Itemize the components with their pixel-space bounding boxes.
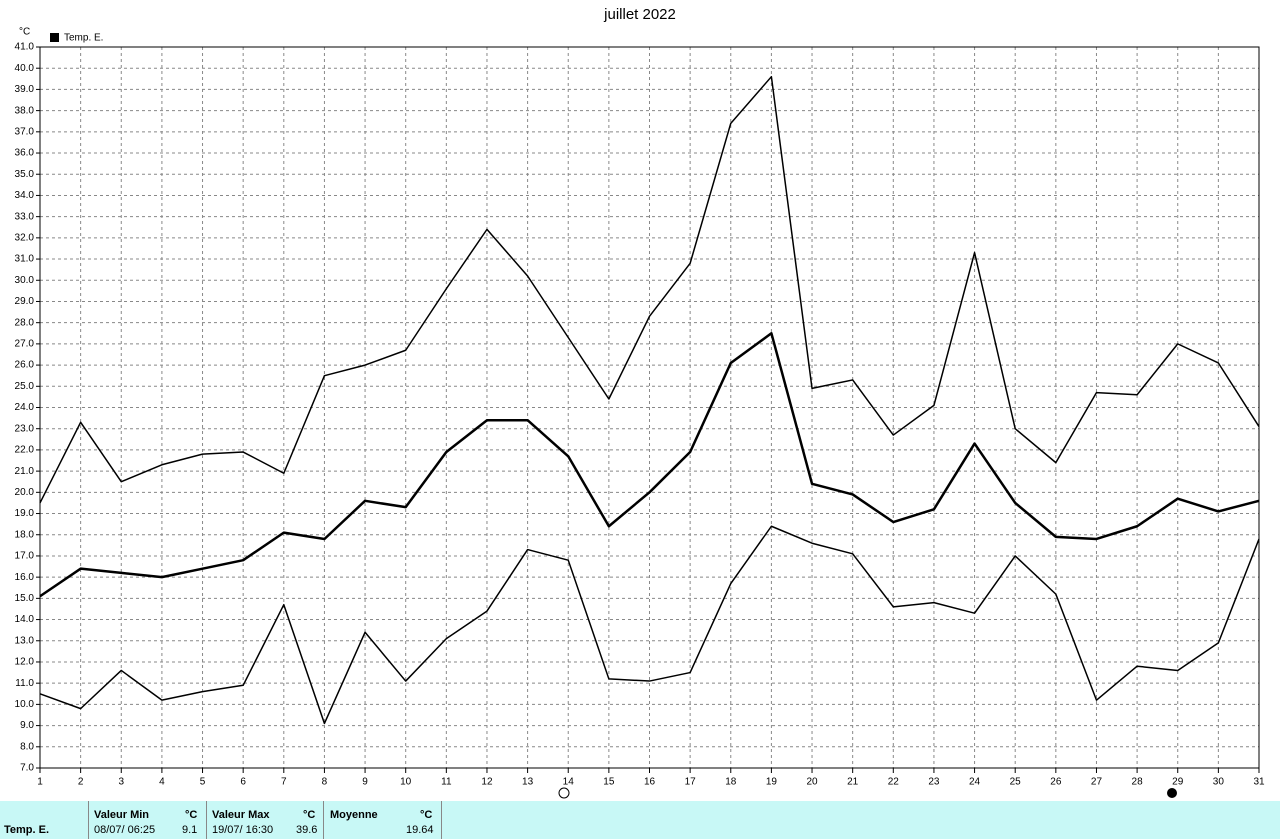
chart: juillet 2022 °C Temp. E. 7.08.09.010.011… — [15, 6, 1265, 799]
y-tick-label: 19.0 — [15, 508, 35, 519]
y-tick-label: 17.0 — [15, 551, 35, 562]
moon-icon — [1167, 788, 1177, 798]
x-tick-label: 22 — [888, 777, 900, 788]
y-tick-label: 31.0 — [15, 254, 35, 265]
x-tick-label: 14 — [563, 777, 575, 788]
y-tick-label: 12.0 — [15, 657, 35, 668]
x-tick-label: 20 — [806, 777, 818, 788]
x-tick-label: 30 — [1213, 777, 1225, 788]
x-tick-label: 8 — [322, 777, 328, 788]
x-tick-label: 29 — [1172, 777, 1184, 788]
x-tick-label: 24 — [969, 777, 981, 788]
y-tick-label: 9.0 — [20, 720, 34, 731]
data-line — [39, 332, 1260, 598]
y-tick-label: 41.0 — [15, 42, 35, 53]
y-tick-label: 28.0 — [15, 317, 35, 328]
separator — [441, 801, 442, 839]
plot-frame — [39, 46, 1260, 769]
y-unit: °C — [19, 27, 30, 38]
x-tick-label: 28 — [1132, 777, 1144, 788]
col-value: 39.6 — [296, 824, 318, 836]
col-unit: °C — [303, 809, 316, 821]
col-header: Valeur Max — [212, 809, 270, 821]
x-tick-label: 21 — [847, 777, 859, 788]
x-tick-label: 15 — [603, 777, 615, 788]
y-tick-label: 26.0 — [15, 360, 35, 371]
x-tick-label: 16 — [644, 777, 656, 788]
x-tick-label: 4 — [159, 777, 165, 788]
x-tick-label: 7 — [281, 777, 287, 788]
y-tick-label: 39.0 — [15, 84, 35, 95]
y-tick-label: 27.0 — [15, 339, 35, 350]
y-tick-label: 36.0 — [15, 148, 35, 159]
x-tick-label: 25 — [1010, 777, 1022, 788]
x-tick-label: 12 — [481, 777, 493, 788]
x-tick-label: 19 — [766, 777, 778, 788]
y-tick-label: 40.0 — [15, 63, 35, 74]
moon-icon — [558, 787, 570, 799]
y-tick-label: 24.0 — [15, 402, 35, 413]
y-tick-label: 35.0 — [15, 169, 35, 180]
col-unit: °C — [420, 809, 433, 821]
col-header: Moyenne — [330, 809, 378, 821]
y-tick-label: 34.0 — [15, 190, 35, 201]
col-date: 19/07/ 16:30 — [212, 824, 274, 836]
y-tick-label: 16.0 — [15, 572, 35, 583]
col-value: 19.64 — [406, 824, 434, 836]
data-line — [39, 75, 1260, 504]
legend-label: Temp. E. — [64, 33, 103, 44]
x-tick-label: 9 — [362, 777, 368, 788]
y-tick-label: 14.0 — [15, 614, 35, 625]
separator — [323, 801, 324, 839]
x-tick-label: 13 — [522, 777, 534, 788]
col-date: 08/07/ 06:25 — [94, 824, 156, 836]
row-label: Temp. E. — [4, 824, 50, 836]
x-tick-label: 6 — [240, 777, 246, 788]
x-tick-label: 2 — [78, 777, 84, 788]
y-tick-label: 21.0 — [15, 466, 35, 477]
y-tick-label: 10.0 — [15, 699, 35, 710]
col-value: 9.1 — [182, 824, 198, 836]
y-tick-label: 8.0 — [20, 741, 34, 752]
col-header: Valeur Min — [94, 809, 150, 821]
x-tick-label: 27 — [1091, 777, 1103, 788]
y-tick-label: 37.0 — [15, 126, 35, 137]
x-tick-label: 10 — [400, 777, 412, 788]
y-tick-label: 22.0 — [15, 445, 35, 456]
x-tick-label: 3 — [118, 777, 124, 788]
chart-title: juillet 2022 — [603, 6, 676, 23]
y-tick-label: 11.0 — [15, 678, 34, 689]
x-tick-label: 31 — [1253, 777, 1265, 788]
y-tick-label: 38.0 — [15, 105, 35, 116]
x-tick-label: 5 — [200, 777, 206, 788]
y-tick-label: 23.0 — [15, 423, 35, 434]
y-tick-label: 25.0 — [15, 381, 35, 392]
y-tick-label: 20.0 — [15, 487, 35, 498]
x-tick-label: 26 — [1050, 777, 1062, 788]
separator — [88, 801, 89, 839]
x-tick-label: 17 — [685, 777, 697, 788]
x-tick-label: 1 — [37, 777, 43, 788]
y-tick-label: 18.0 — [15, 529, 35, 540]
y-tick-label: 15.0 — [15, 593, 35, 604]
y-tick-label: 29.0 — [15, 296, 35, 307]
y-tick-label: 33.0 — [15, 211, 35, 222]
y-tick-label: 30.0 — [15, 275, 35, 286]
col-unit: °C — [185, 809, 198, 821]
data-line — [39, 525, 1260, 725]
y-tick-label: 7.0 — [20, 763, 34, 774]
x-tick-label: 23 — [928, 777, 940, 788]
legend-swatch — [50, 33, 59, 42]
x-tick-label: 11 — [441, 777, 452, 788]
summary-table: Temp. E. Valeur Min °C 08/07/ 06:25 9.1 … — [0, 801, 1280, 839]
x-tick-label: 18 — [725, 777, 737, 788]
y-tick-label: 32.0 — [15, 232, 35, 243]
y-tick-label: 13.0 — [15, 635, 35, 646]
separator — [206, 801, 207, 839]
